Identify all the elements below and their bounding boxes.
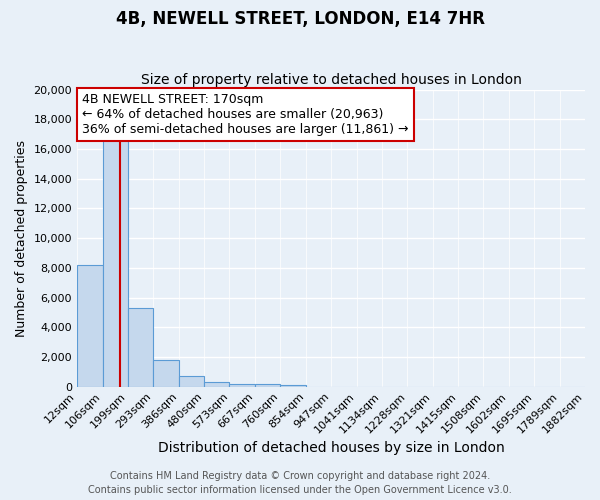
Text: 4B NEWELL STREET: 170sqm
← 64% of detached houses are smaller (20,963)
36% of se: 4B NEWELL STREET: 170sqm ← 64% of detach… (82, 92, 409, 136)
Text: Contains HM Land Registry data © Crown copyright and database right 2024.
Contai: Contains HM Land Registry data © Crown c… (88, 471, 512, 495)
Text: 4B, NEWELL STREET, LONDON, E14 7HR: 4B, NEWELL STREET, LONDON, E14 7HR (115, 10, 485, 28)
Bar (179, 376, 204, 386)
Y-axis label: Number of detached properties: Number of detached properties (15, 140, 28, 336)
Title: Size of property relative to detached houses in London: Size of property relative to detached ho… (140, 73, 521, 87)
X-axis label: Distribution of detached houses by size in London: Distribution of detached houses by size … (158, 441, 505, 455)
Bar (154, 360, 179, 386)
Bar (229, 384, 255, 386)
Bar (128, 308, 154, 386)
Bar (77, 265, 103, 386)
Bar (103, 140, 128, 386)
Bar (204, 382, 229, 386)
Bar (280, 385, 306, 386)
Bar (255, 384, 280, 386)
